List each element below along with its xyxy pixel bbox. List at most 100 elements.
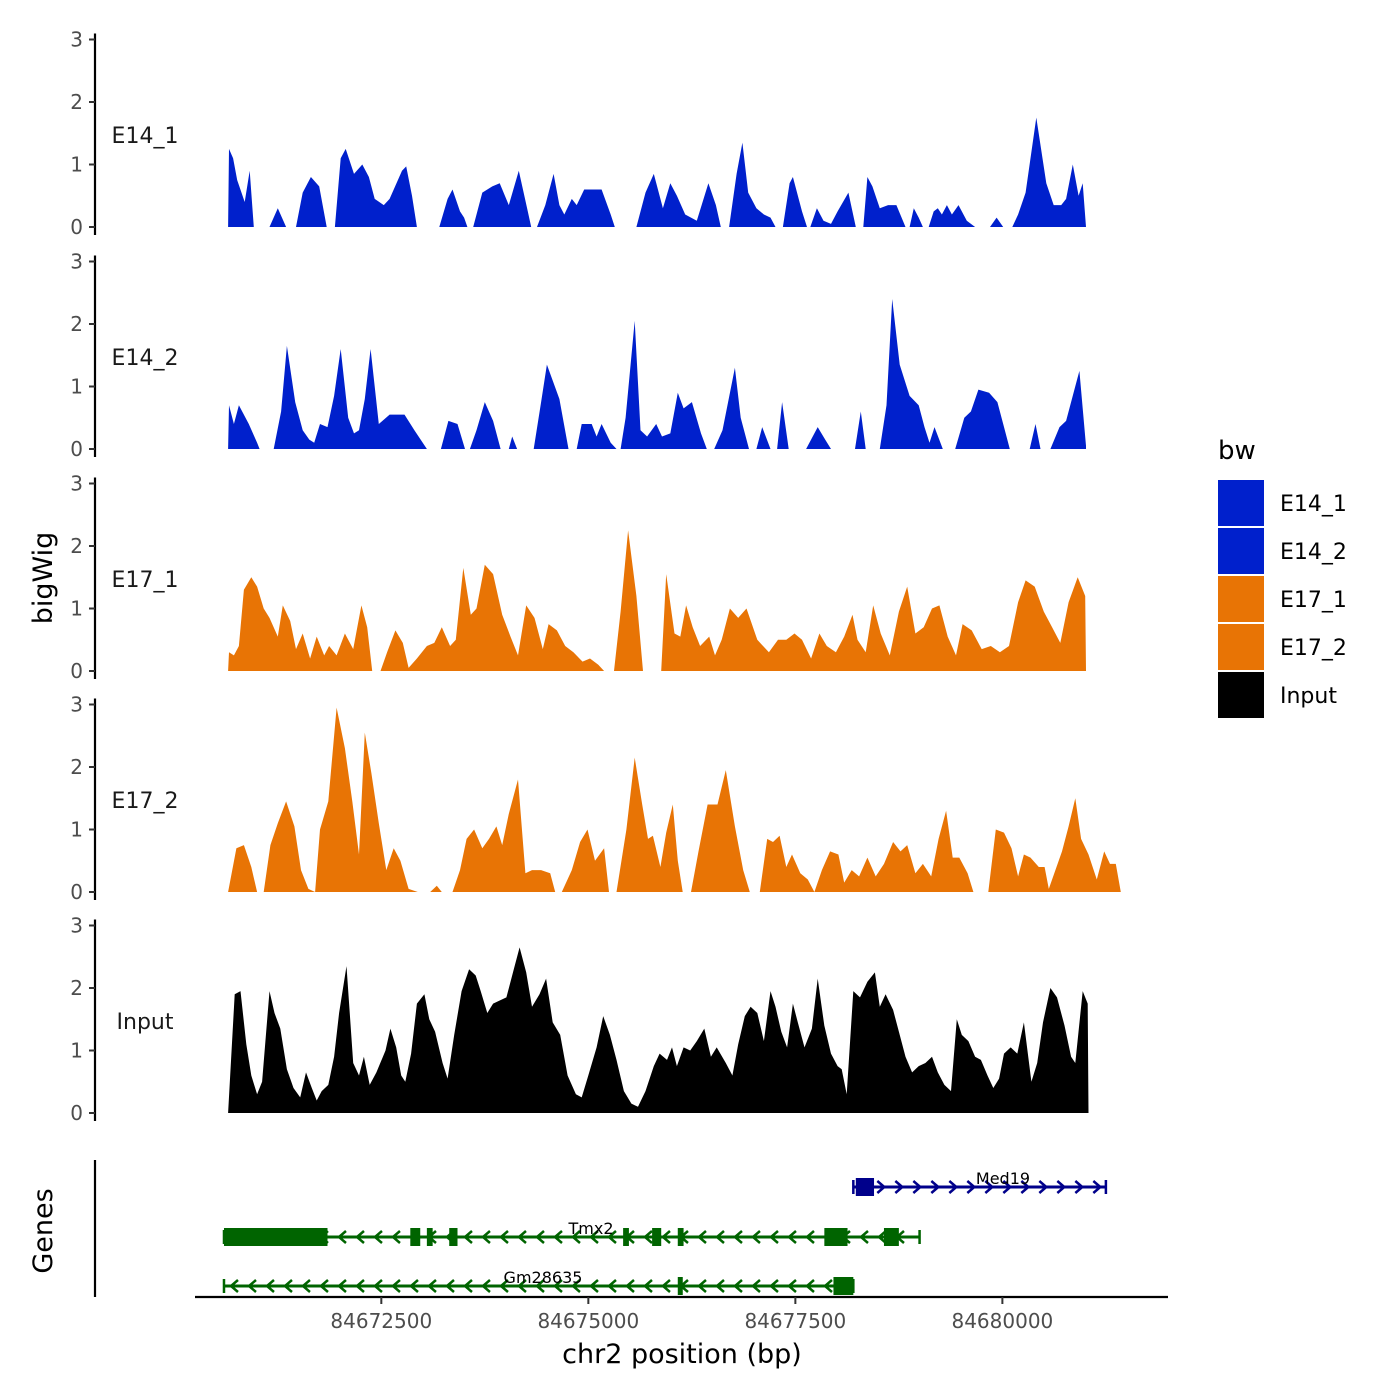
legend-label: E17_2 [1280, 636, 1347, 661]
strand-arrow [247, 1279, 257, 1293]
strand-arrow [912, 1180, 923, 1194]
gene-exon [855, 1178, 875, 1196]
x-tick-label: 84672500 [330, 1309, 432, 1333]
strand-arrow [535, 1230, 545, 1244]
strand-arrow [409, 1279, 419, 1293]
x-axis: 84672500 84675000 84677500 84680000 [195, 1295, 1168, 1333]
strand-arrow [427, 1279, 437, 1293]
y-tick-label: 0 [70, 215, 83, 239]
y-tick-label: 3 [70, 472, 83, 496]
strand-arrow [463, 1279, 473, 1293]
gene-exon [426, 1228, 433, 1246]
x-tick-label: 84675000 [537, 1309, 639, 1333]
legend-swatch [1218, 672, 1264, 718]
strand-arrow [751, 1279, 761, 1293]
x-tick-label: 84677500 [744, 1309, 846, 1333]
strand-arrow [805, 1230, 815, 1244]
strand-arrow [733, 1230, 743, 1244]
legend-item-e17_1: E17_1 [1218, 576, 1347, 622]
signal-area [228, 299, 1087, 449]
track-label: Input [117, 1010, 174, 1035]
strand-arrow [391, 1230, 401, 1244]
strand-arrow [984, 1180, 995, 1194]
legend-item-e14_2: E14_2 [1218, 528, 1347, 574]
gene-label: Gm28635 [504, 1268, 583, 1287]
legend-swatch [1218, 528, 1264, 574]
y-tick-label: 3 [70, 28, 83, 52]
y-tick-label: 3 [70, 693, 83, 717]
strand-arrow [966, 1180, 977, 1194]
y-tick-label: 0 [70, 880, 83, 904]
strand-arrow [553, 1279, 563, 1293]
strand-arrow [319, 1279, 329, 1293]
strand-arrow [661, 1230, 671, 1244]
strand-arrow [553, 1230, 563, 1244]
strand-arrow [607, 1279, 617, 1293]
strand-arrow [787, 1279, 797, 1293]
strand-arrow [787, 1230, 797, 1244]
gene-Gm28635: Gm28635 [222, 1268, 855, 1295]
signal-area [228, 947, 1089, 1113]
strand-arrow [481, 1279, 491, 1293]
legend-item-input: Input [1218, 672, 1337, 718]
strand-arrow [589, 1279, 599, 1293]
strand-arrow [481, 1230, 491, 1244]
strand-arrow [391, 1279, 401, 1293]
gene-exon [652, 1228, 662, 1246]
strand-arrow [499, 1230, 509, 1244]
strand-arrow [445, 1279, 455, 1293]
y-tick-label: 2 [70, 312, 83, 336]
strand-arrow [535, 1279, 545, 1293]
y-tick-label: 0 [70, 659, 83, 683]
gene-exon [824, 1228, 848, 1246]
strand-arrow [355, 1230, 365, 1244]
track-label: E14_2 [112, 346, 179, 371]
genes-axis-title: Genes [28, 1188, 59, 1273]
strand-arrow [769, 1230, 779, 1244]
strand-arrow [751, 1230, 761, 1244]
track-Input: 0 1 2 3 Input [70, 914, 1089, 1125]
legend-label: E14_1 [1280, 492, 1347, 517]
strand-arrow [697, 1279, 707, 1293]
legend: bw E14_1 E14_2 E17_1 E17_2 Input [1218, 436, 1347, 718]
strand-arrow [1056, 1180, 1067, 1194]
strand-arrow [661, 1279, 671, 1293]
legend-label: E14_2 [1280, 540, 1347, 565]
gene-label: Tmx2 [567, 1219, 613, 1238]
y-tick-label: 0 [70, 1101, 83, 1125]
strand-arrow [930, 1180, 941, 1194]
y-tick-label: 1 [70, 597, 83, 621]
y-tick-label: 2 [70, 976, 83, 1000]
gene-exon [677, 1277, 683, 1295]
strand-arrow [517, 1230, 527, 1244]
strand-arrow [625, 1279, 635, 1293]
strand-arrow [643, 1230, 653, 1244]
gene-exon [449, 1228, 458, 1246]
strand-arrow [373, 1279, 383, 1293]
legend-title: bw [1218, 436, 1256, 466]
strand-arrow [733, 1279, 743, 1293]
x-tick-label: 84680000 [951, 1309, 1053, 1333]
strand-arrow [229, 1279, 239, 1293]
strand-arrow [715, 1279, 725, 1293]
strand-arrow [355, 1279, 365, 1293]
signal-tracks: 0 1 2 3 E14_1 0 1 2 3 E14_2 0 1 2 3 E17_1 0 1 2 3 E17_2 0 1 2 3… [70, 28, 1121, 1125]
signal-area [228, 117, 1087, 227]
strand-arrow [607, 1230, 617, 1244]
y-tick-label: 3 [70, 914, 83, 938]
strand-arrow [589, 1230, 599, 1244]
strand-arrow [337, 1230, 347, 1244]
strand-arrow [499, 1279, 509, 1293]
gene-exon [677, 1228, 684, 1246]
track-label: E17_1 [112, 568, 179, 593]
x-axis-title: chr2 position (bp) [562, 1339, 802, 1370]
strand-arrow [697, 1230, 707, 1244]
strand-arrow [805, 1279, 815, 1293]
gene-exon [223, 1228, 328, 1246]
strand-arrow [265, 1279, 275, 1293]
gene-exon [623, 1228, 629, 1246]
gene-label: Med19 [976, 1169, 1030, 1188]
strand-arrow [1038, 1180, 1049, 1194]
strand-arrow [1002, 1180, 1013, 1194]
